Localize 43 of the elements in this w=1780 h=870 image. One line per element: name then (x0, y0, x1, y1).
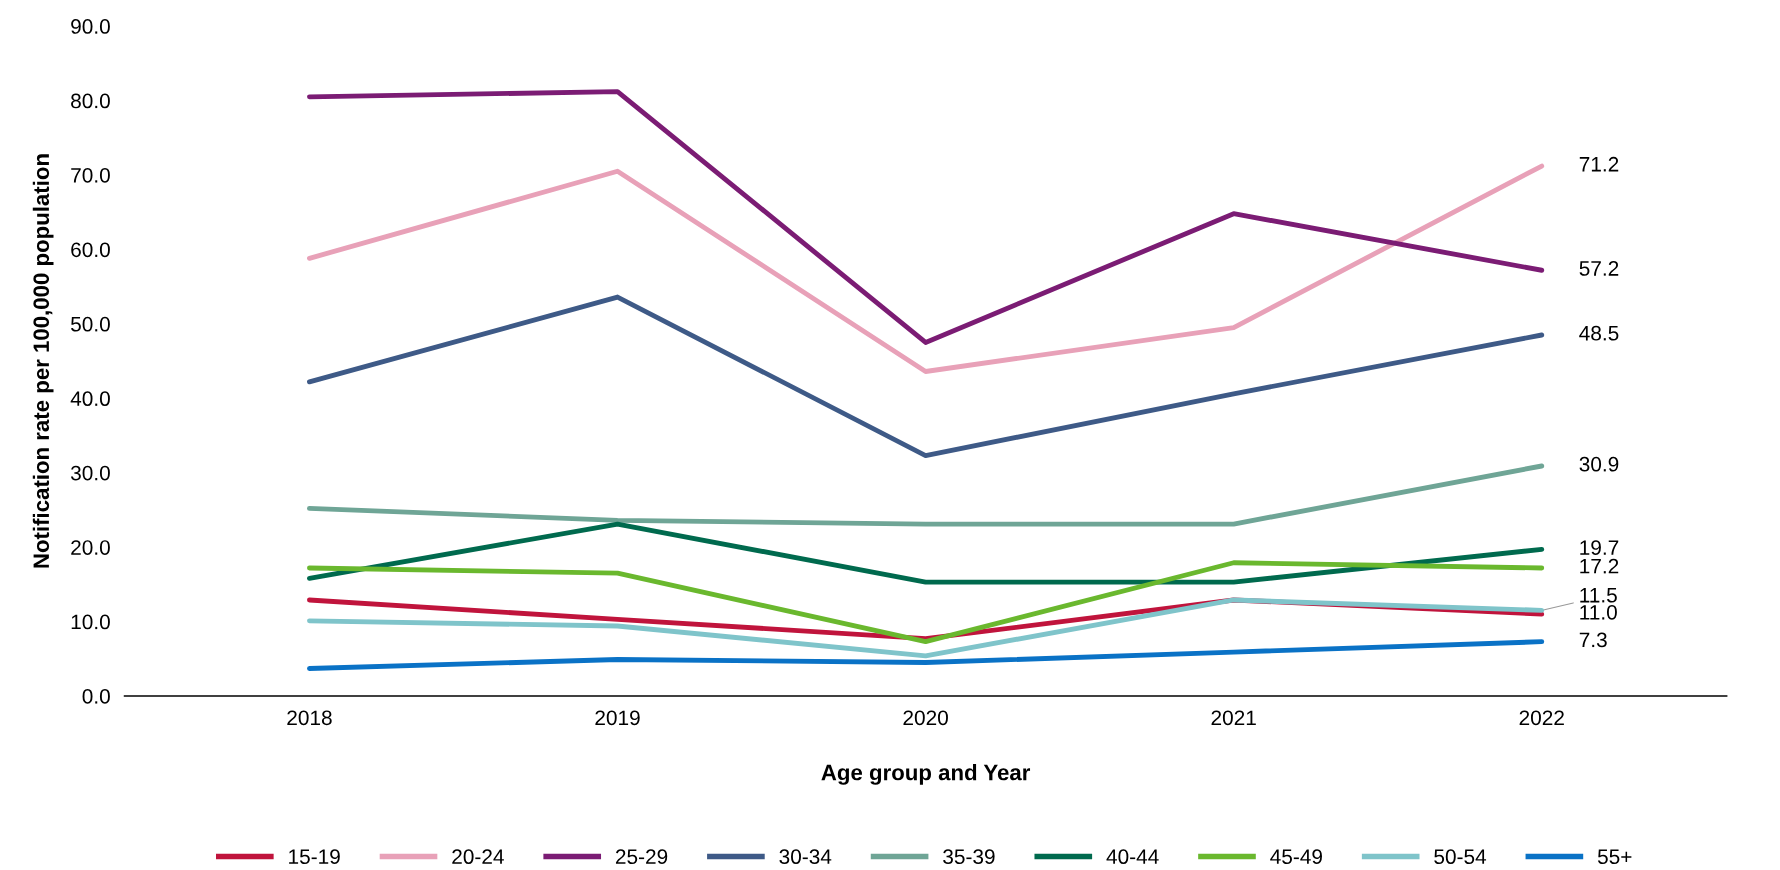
legend-label: 45-49 (1270, 849, 1322, 865)
legend-label: 50-54 (1434, 849, 1487, 865)
x-axis-title: Age group and Year (821, 764, 1031, 785)
line-series (307, 89, 1545, 345)
y-axis-title: Notification rate per 100,000 population (32, 154, 54, 568)
data-label: 30.9 (1579, 456, 1619, 472)
line-series (307, 294, 1545, 459)
line-series (307, 521, 1545, 585)
line-series (307, 597, 1545, 659)
data-label: 48.5 (1579, 325, 1619, 341)
y-tick-label: 40.0 (70, 391, 110, 407)
legend-label: 35-39 (943, 849, 995, 865)
x-tick-label: 2021 (1211, 710, 1256, 726)
x-tick-label: 2018 (287, 710, 332, 726)
line-series (307, 560, 1545, 645)
line-series (307, 463, 1545, 527)
y-tick-label: 50.0 (71, 316, 110, 332)
line-series (307, 639, 1545, 671)
y-tick-label: 30.0 (70, 465, 110, 481)
y-tick-label: 0.0 (82, 689, 110, 704)
x-tick-label: 2020 (903, 710, 948, 726)
data-label: 57.2 (1579, 261, 1619, 276)
y-tick-label: 60.0 (71, 242, 110, 258)
y-tick-label: 10.0 (71, 614, 110, 630)
legend-label: 55+ (1597, 849, 1632, 865)
y-tick-label: 20.0 (71, 540, 110, 555)
data-label: 11.0 (1580, 604, 1617, 620)
x-tick-label: 2019 (595, 710, 640, 726)
legend-label: 15-19 (289, 849, 340, 865)
y-tick-label: 70.0 (71, 167, 110, 183)
data-label: 19.7 (1580, 540, 1619, 555)
legend-label: 25-29 (615, 849, 668, 865)
y-tick-label: 90.0 (71, 19, 110, 34)
data-label: 17.2 (1580, 558, 1619, 574)
legend-label: 40-44 (1106, 849, 1159, 865)
data-label: 7.3 (1579, 632, 1607, 648)
line-series (307, 163, 1545, 374)
legend-label: 30-34 (779, 849, 832, 865)
y-tick-label: 80.0 (71, 93, 110, 109)
x-tick-label: 2022 (1519, 710, 1564, 726)
data-label: 71.2 (1579, 156, 1619, 172)
legend-label: 20-24 (452, 849, 504, 865)
data-label: 11.5 (1580, 588, 1617, 603)
